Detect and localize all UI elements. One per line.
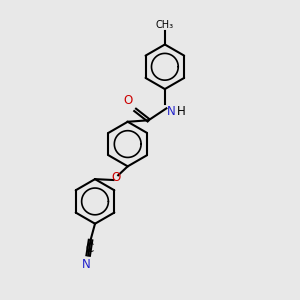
Text: N: N bbox=[82, 258, 91, 271]
Text: O: O bbox=[111, 171, 120, 184]
Text: O: O bbox=[123, 94, 132, 107]
Text: C: C bbox=[85, 242, 93, 255]
Text: CH₃: CH₃ bbox=[156, 20, 174, 30]
Text: N: N bbox=[167, 105, 176, 119]
Text: H: H bbox=[177, 105, 186, 119]
